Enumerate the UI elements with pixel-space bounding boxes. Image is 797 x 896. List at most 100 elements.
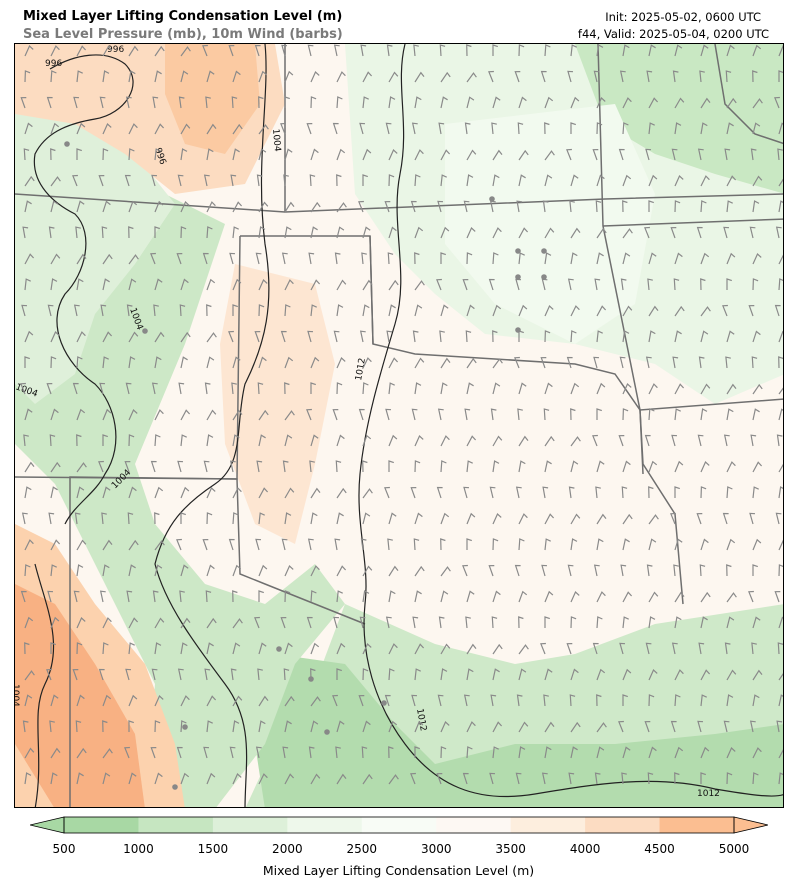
wind-barb — [752, 461, 763, 473]
wind-barb — [514, 564, 521, 577]
wind-barb — [752, 175, 763, 187]
wind-barb — [258, 773, 268, 785]
wind-barb — [778, 178, 783, 187]
wind-barb — [439, 330, 445, 343]
wind-barb — [336, 668, 342, 680]
wind-barb — [648, 616, 656, 629]
wind-barb — [492, 643, 503, 655]
wind-barb — [515, 486, 522, 499]
wind-barb — [180, 46, 191, 57]
wind-barb — [255, 746, 262, 759]
wind-barb — [724, 642, 731, 655]
wind-barb — [778, 463, 783, 473]
wind-barb — [101, 512, 107, 525]
wind-barb — [124, 746, 130, 759]
wind-barb — [778, 44, 783, 57]
wind-barb — [414, 460, 421, 473]
wind-barb — [723, 434, 730, 447]
wind-barb — [674, 44, 683, 57]
lcl-low-west-mtn — [15, 104, 175, 404]
wind-barb — [540, 357, 547, 369]
wind-barb — [24, 408, 33, 421]
wind-barb — [206, 486, 216, 499]
wind-barb — [102, 564, 110, 577]
wind-barb — [154, 434, 161, 447]
wind-barb — [332, 694, 338, 707]
wind-barb — [570, 174, 579, 187]
wind-barb — [258, 642, 267, 655]
wind-barb — [359, 122, 366, 135]
wind-barb — [622, 174, 632, 187]
colorbar-segment — [64, 817, 139, 833]
wind-barb — [177, 174, 184, 187]
wind-barb — [151, 174, 158, 187]
wind-barb — [648, 44, 656, 57]
wind-barb — [492, 358, 503, 369]
wind-barb — [594, 278, 601, 291]
wind-barb — [48, 512, 55, 525]
wind-barb — [673, 278, 680, 291]
wind-barb — [231, 96, 238, 109]
wind-barb — [440, 746, 447, 759]
wind-barb — [778, 254, 783, 265]
wind-barb — [544, 44, 551, 57]
wind-barb — [384, 486, 390, 499]
wind-barb — [50, 616, 60, 629]
wind-barb — [358, 200, 364, 213]
wind-barb — [544, 513, 555, 525]
wind-barb — [388, 512, 397, 525]
wind-barb — [464, 408, 471, 421]
wind-barb — [777, 148, 783, 161]
wind-barb — [466, 460, 473, 473]
wind-barb — [544, 616, 550, 628]
wind-barb — [24, 356, 30, 368]
wind-barb — [125, 382, 132, 395]
wind-barb — [362, 304, 370, 317]
colorbar-label: Mixed Layer Lifting Condensation Level (… — [262, 863, 535, 878]
wind-barb — [515, 278, 522, 291]
colorbar-tick-label: 1000 — [123, 842, 154, 856]
colorbar-tick-label: 2000 — [272, 842, 303, 856]
wind-barb — [648, 122, 655, 135]
init-time: Init: 2025-05-02, 0600 UTC — [605, 10, 761, 24]
wind-barb — [619, 70, 626, 83]
wind-barb — [76, 70, 83, 83]
wind-barb — [544, 96, 554, 109]
wind-barb — [102, 122, 112, 135]
wind-barb — [466, 72, 477, 83]
wind-barb — [388, 382, 395, 395]
wind-barb — [674, 746, 684, 759]
wind-barb — [411, 408, 418, 421]
wind-barb — [412, 330, 419, 343]
wind-barb — [440, 720, 450, 733]
wind-barb — [128, 331, 139, 343]
wind-barb — [206, 201, 216, 213]
wind-barb — [619, 356, 626, 369]
wind-barb — [310, 773, 321, 785]
wind-barb — [203, 746, 210, 759]
wind-barb — [284, 382, 290, 395]
wind-barb — [179, 590, 185, 603]
wind-barb — [696, 513, 703, 525]
wind-barb — [128, 254, 139, 265]
wind-barb — [204, 668, 211, 681]
wind-barb — [674, 616, 682, 629]
wind-barb — [206, 772, 216, 785]
wind-barb — [596, 408, 602, 420]
wind-barb — [570, 44, 577, 57]
wind-barb — [310, 720, 319, 733]
wind-barb — [440, 538, 446, 551]
wind-barb — [282, 460, 289, 473]
city-marker — [276, 646, 282, 652]
wind-barb — [203, 174, 210, 187]
wind-barb — [50, 539, 61, 551]
wind-barb — [466, 304, 475, 317]
wind-barb — [541, 564, 548, 577]
wind-barb — [154, 486, 164, 499]
wind-barb — [310, 356, 320, 369]
wind-barb — [778, 772, 783, 785]
wind-barb — [102, 694, 112, 707]
isobar-label: 1004 — [15, 684, 20, 707]
wind-barb — [336, 356, 346, 369]
wind-barb — [752, 408, 760, 421]
